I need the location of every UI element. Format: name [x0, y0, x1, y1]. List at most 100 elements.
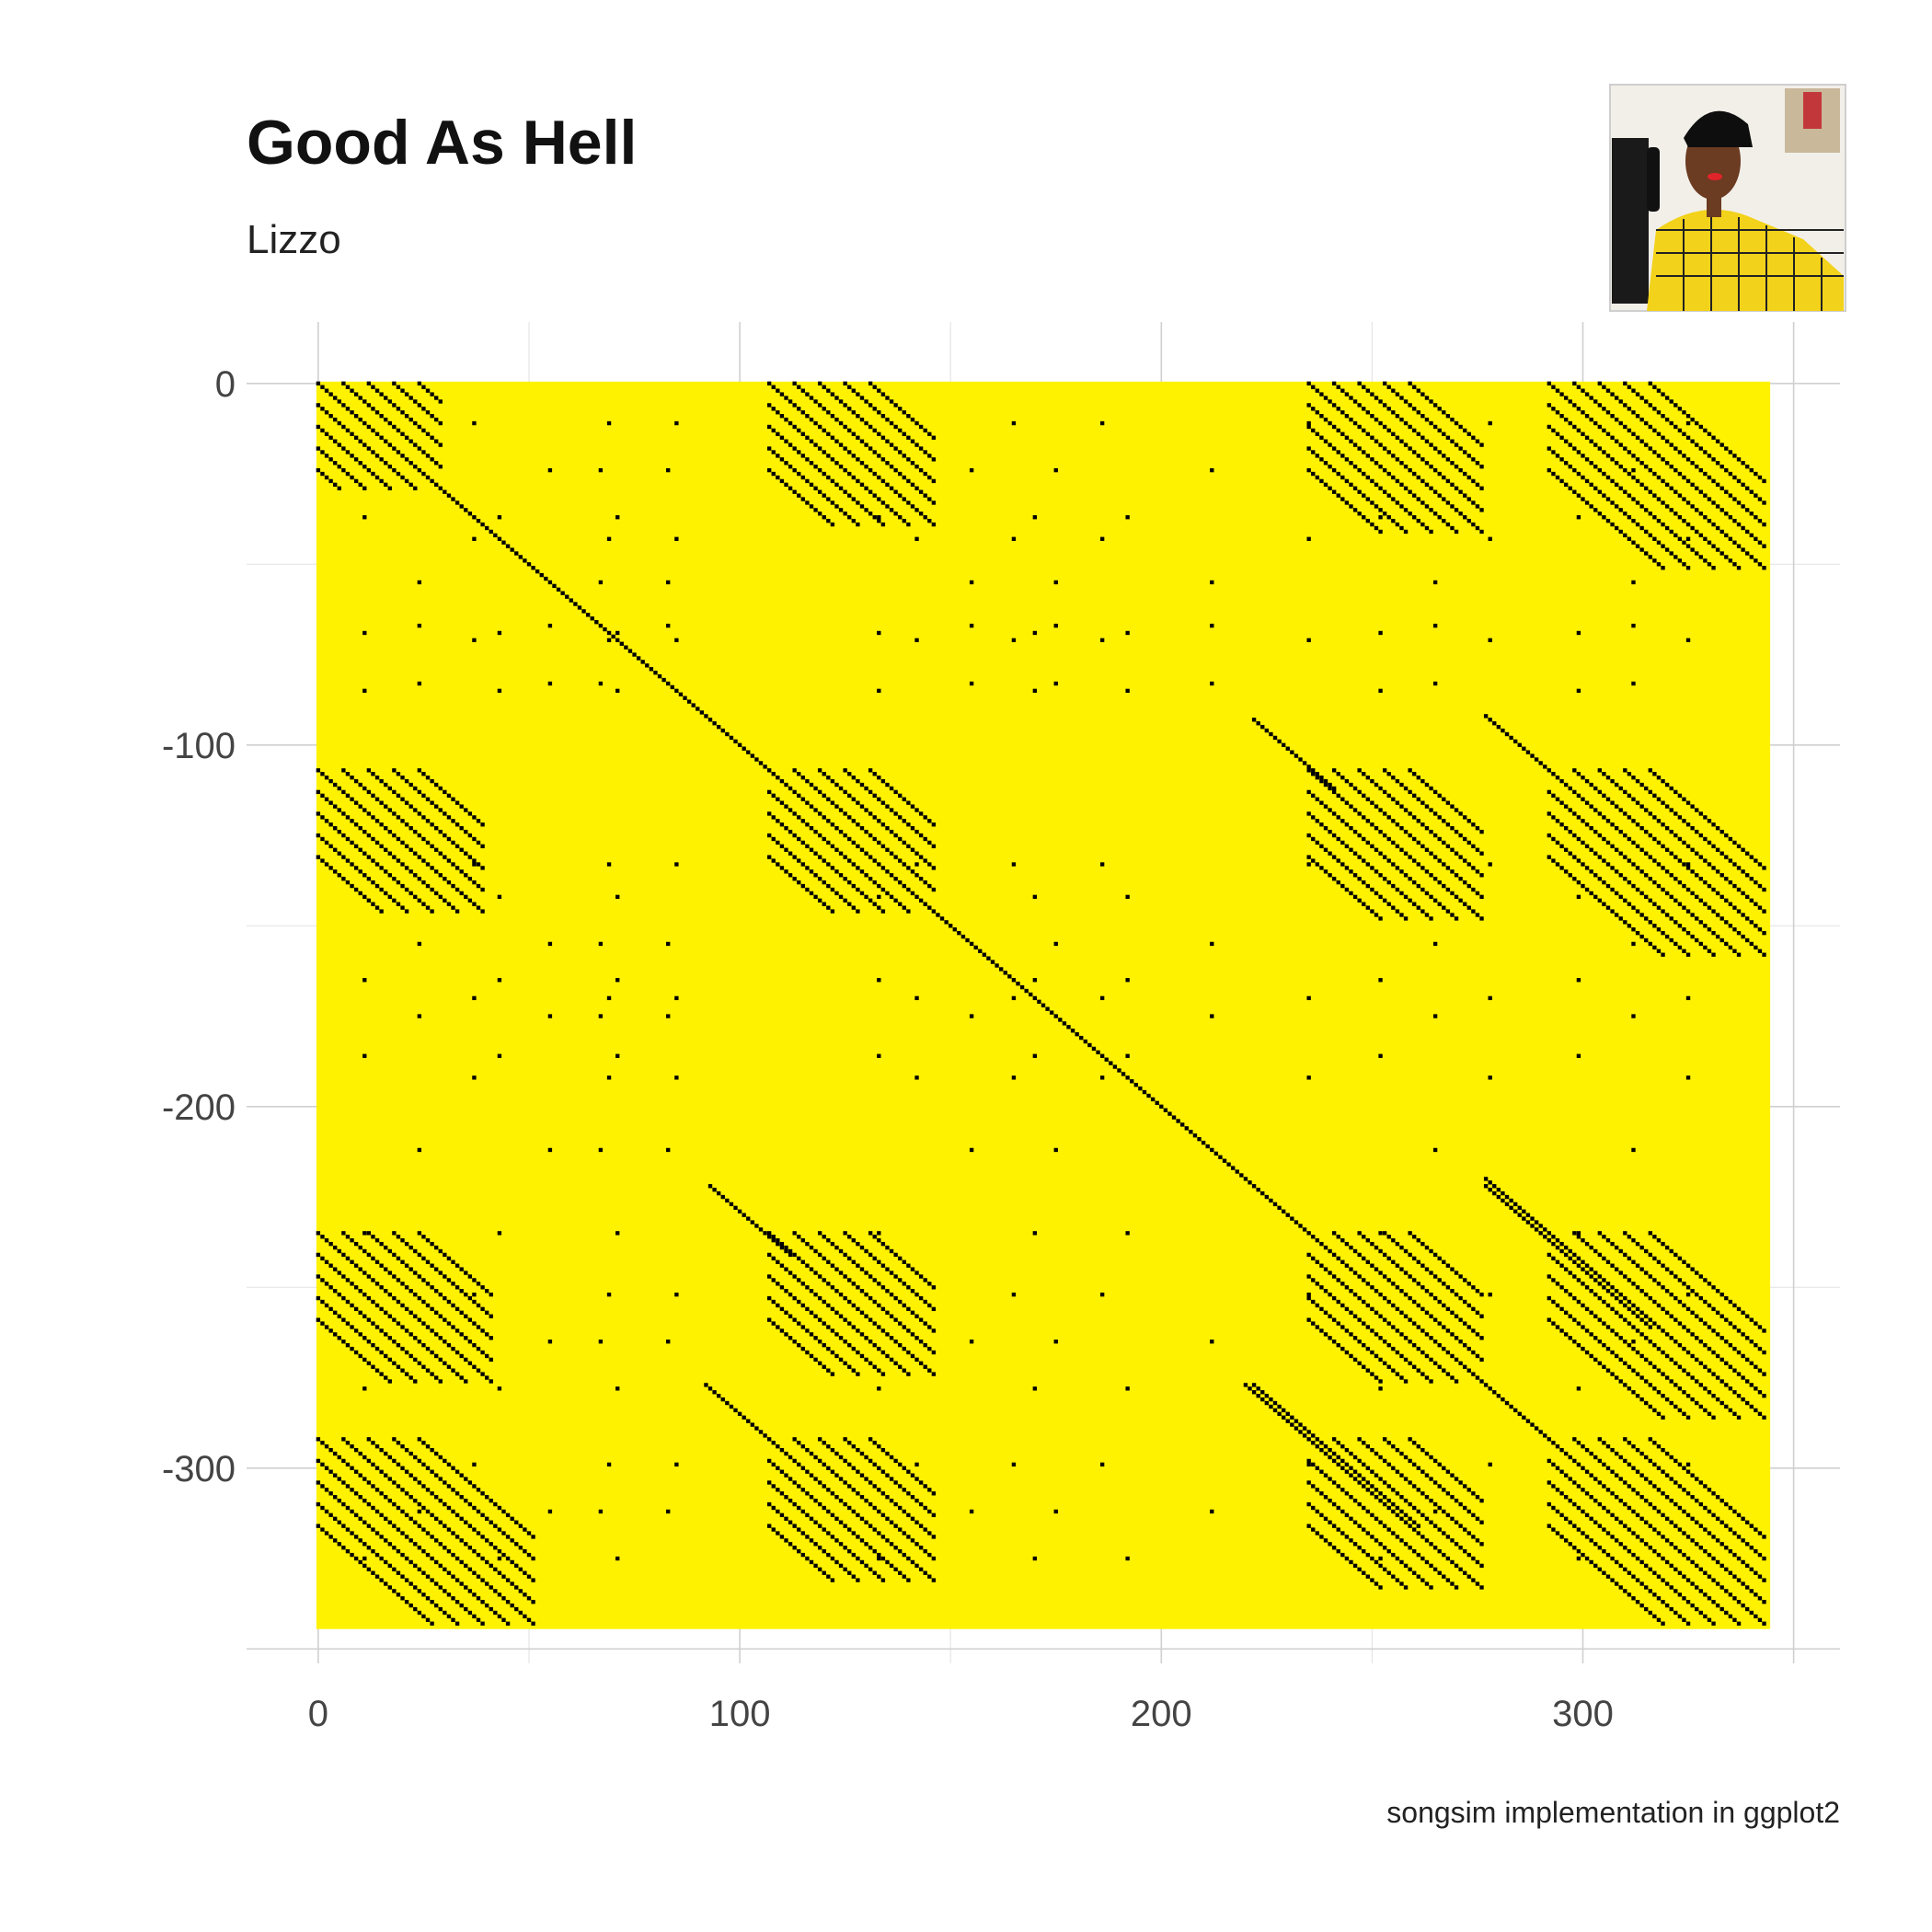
block-point-2802 [817, 1340, 822, 1344]
block-point-1199 [1648, 403, 1652, 408]
block-point-1969 [1475, 847, 1480, 852]
block-point-2477 [379, 1241, 384, 1247]
block-point-2203 [1703, 858, 1708, 863]
block-point-1076 [1677, 515, 1683, 520]
block-point-3788 [859, 1516, 865, 1521]
block-point-1990 [1344, 887, 1350, 892]
block-point-3012 [1362, 1342, 1366, 1348]
block-point-3821 [822, 1462, 826, 1467]
block-point-3457 [480, 1578, 485, 1582]
diagonal-point-131 [868, 855, 873, 859]
block-point-3369 [1661, 1241, 1665, 1247]
block-point-3055 [1450, 1267, 1455, 1271]
block-point-3075 [1568, 1248, 1572, 1254]
block-point-1224 [1627, 515, 1632, 520]
diagonal-point-173 [1045, 1006, 1050, 1011]
block-point-1830 [1386, 858, 1391, 863]
block-point-1430 [341, 833, 346, 838]
block-point-4174 [1420, 1578, 1425, 1582]
block-point-1214 [1605, 497, 1611, 501]
block-point-1853 [1458, 877, 1463, 881]
block-point-3828 [813, 1498, 818, 1503]
block-point-2738 [800, 1303, 806, 1308]
block-point-2907 [1442, 1325, 1446, 1329]
block-point-4075 [1386, 1484, 1391, 1489]
block-point-1929 [1391, 775, 1396, 780]
block-point-3968 [847, 1570, 852, 1575]
block-point-4492 [1664, 1603, 1670, 1608]
block-point-2072 [1572, 811, 1577, 816]
block-point-1927 [1386, 772, 1391, 776]
block-point-2181 [1656, 819, 1662, 823]
block-point-4323 [1695, 1542, 1699, 1547]
block-point-574 [771, 428, 776, 433]
phrase-point-4685 [1589, 1274, 1593, 1279]
block-point-1190 [1555, 454, 1560, 458]
block-point-447 [430, 414, 434, 419]
block-point-2094 [1618, 851, 1623, 856]
block-point-530 [822, 450, 826, 454]
block-point-1015 [1572, 381, 1577, 385]
block-point-4230 [1311, 1527, 1316, 1532]
word-point-4903 [1378, 688, 1383, 694]
block-point-1784 [1450, 891, 1455, 896]
block-point-3699 [510, 1538, 514, 1543]
word-point-4832 [877, 1053, 881, 1058]
block-point-3989 [898, 1462, 903, 1467]
block-point-3904 [830, 1535, 835, 1539]
block-point-2057 [1754, 945, 1758, 950]
block-point-4316 [1656, 1552, 1662, 1558]
block-point-1667 [918, 855, 924, 859]
block-point-1487 [417, 789, 422, 795]
block-point-781 [1403, 443, 1409, 447]
block-point-2603 [467, 1274, 473, 1279]
block-point-2990 [1315, 1303, 1320, 1308]
block-point-4482 [1644, 1585, 1649, 1590]
block-point-3269 [1711, 1328, 1716, 1333]
block-point-676 [776, 475, 780, 480]
block-point-3697 [505, 1535, 511, 1539]
block-point-810 [1442, 518, 1446, 523]
block-point-3288 [1703, 1408, 1708, 1413]
diagonal-point-207 [1189, 1130, 1193, 1134]
block-point-2688 [838, 1314, 844, 1318]
block-point-3303 [1639, 1245, 1644, 1250]
block-point-2751 [877, 1282, 881, 1286]
block-point-2609 [480, 1285, 485, 1290]
diagonal-point-192 [1125, 1075, 1130, 1080]
block-point-1910 [1403, 894, 1409, 900]
block-point-2514 [408, 1353, 413, 1359]
block-point-3454 [467, 1567, 473, 1571]
block-point-2821 [931, 1306, 937, 1312]
block-point-1289 [1719, 443, 1724, 447]
block-point-2018 [1589, 804, 1593, 809]
block-point-3927 [927, 1531, 932, 1535]
block-point-874 [1424, 525, 1430, 531]
block-point-898 [1349, 482, 1353, 488]
diagonal-point-229 [1281, 1209, 1286, 1213]
block-point-3754 [408, 1603, 413, 1608]
diagonal-point-89 [691, 703, 696, 707]
block-point-2769 [914, 1314, 919, 1318]
block-point-2472 [320, 1278, 325, 1282]
block-point-3933 [847, 1441, 852, 1445]
block-point-3081 [1593, 1271, 1598, 1275]
block-point-3469 [531, 1621, 535, 1626]
block-point-3778 [817, 1480, 822, 1485]
block-point-2454 [434, 1353, 439, 1359]
block-point-1794 [1311, 793, 1316, 798]
phrase-point-4688 [1602, 1285, 1606, 1290]
diagonal-point-287 [1525, 1419, 1531, 1423]
block-point-2077 [1605, 797, 1611, 801]
block-point-552 [868, 489, 873, 494]
block-point-3629 [505, 1556, 511, 1561]
block-point-957 [1471, 435, 1476, 440]
block-point-1800 [1323, 804, 1328, 809]
block-point-1267 [1673, 403, 1678, 408]
block-point-1016 [1551, 407, 1556, 411]
block-point-2906 [1416, 1346, 1420, 1351]
block-point-1222 [1623, 512, 1627, 516]
block-point-1096 [1719, 551, 1724, 556]
block-point-2822 [766, 1317, 772, 1322]
block-point-2264 [1614, 891, 1619, 896]
